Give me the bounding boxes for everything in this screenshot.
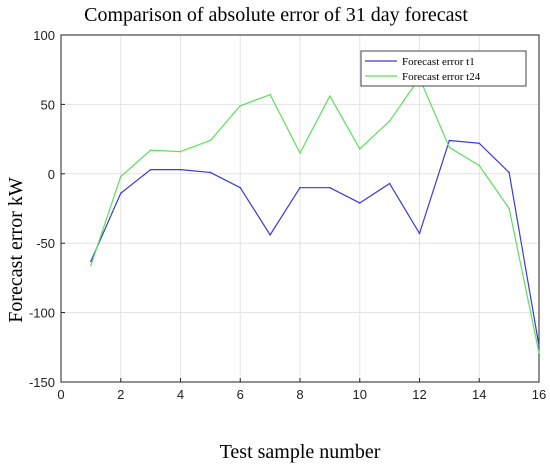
data-point (388, 120, 391, 122)
data-point (358, 148, 361, 150)
y-tick-label: 0 (48, 167, 55, 182)
data-point (269, 93, 271, 96)
y-tick-label: -50 (36, 236, 55, 251)
data-point (119, 192, 122, 195)
data-point (478, 164, 481, 167)
y-axis-label: Forecast error kW (5, 177, 27, 323)
legend: Forecast error t1 Forecast error t24 (360, 50, 527, 87)
x-tick-label: 12 (412, 387, 426, 402)
data-point (149, 168, 152, 171)
data-point (478, 142, 481, 145)
y-tick-label: -100 (29, 306, 55, 321)
data-point (388, 182, 391, 185)
data-point (90, 264, 92, 267)
chart-title: Comparison of absolute error of 31 day f… (84, 4, 468, 26)
tick-labels: 0 2 4 6 8 10 12 14 16 -150 -100 -50 0 50 100 (29, 28, 546, 402)
y-tick-label: 50 (41, 97, 55, 112)
x-tick-label: 2 (117, 387, 124, 402)
data-point (209, 139, 212, 142)
legend-label-t24: Forecast error t24 (402, 71, 481, 83)
y-tick-label: 100 (33, 28, 55, 43)
x-tick-label: 10 (353, 387, 367, 402)
data-point (119, 175, 122, 178)
x-tick-label: 4 (177, 387, 184, 402)
data-point (299, 152, 301, 154)
data-point (90, 260, 92, 263)
data-point (418, 232, 421, 235)
data-point (538, 352, 540, 354)
data-point (329, 186, 331, 189)
series-line-t1 (90, 139, 540, 347)
legend-label-t1: Forecast error t1 (402, 56, 475, 68)
data-point (179, 150, 182, 153)
x-tick-label: 8 (296, 387, 303, 402)
data-point (299, 186, 301, 189)
y-tick-label: -150 (29, 375, 55, 390)
x-tick-label: 16 (532, 387, 546, 402)
data-point (329, 95, 331, 97)
data-point (239, 186, 242, 189)
data-point (508, 171, 510, 174)
x-tick-label: 6 (237, 387, 244, 402)
grid (60, 34, 540, 383)
series-line-t24 (90, 77, 540, 353)
x-axis-label: Test sample number (220, 441, 381, 463)
data-point (508, 207, 510, 210)
data-point (209, 171, 212, 174)
series-layer (90, 77, 540, 354)
data-point (448, 146, 451, 149)
data-point (358, 202, 361, 204)
data-point (269, 234, 271, 236)
x-tick-label: 14 (472, 387, 486, 402)
data-point (538, 345, 540, 347)
data-point (448, 139, 451, 142)
data-point (179, 168, 182, 171)
data-point (239, 104, 242, 107)
legend-box (360, 50, 527, 87)
data-point (149, 149, 152, 152)
x-tick-label: 0 (57, 387, 64, 402)
